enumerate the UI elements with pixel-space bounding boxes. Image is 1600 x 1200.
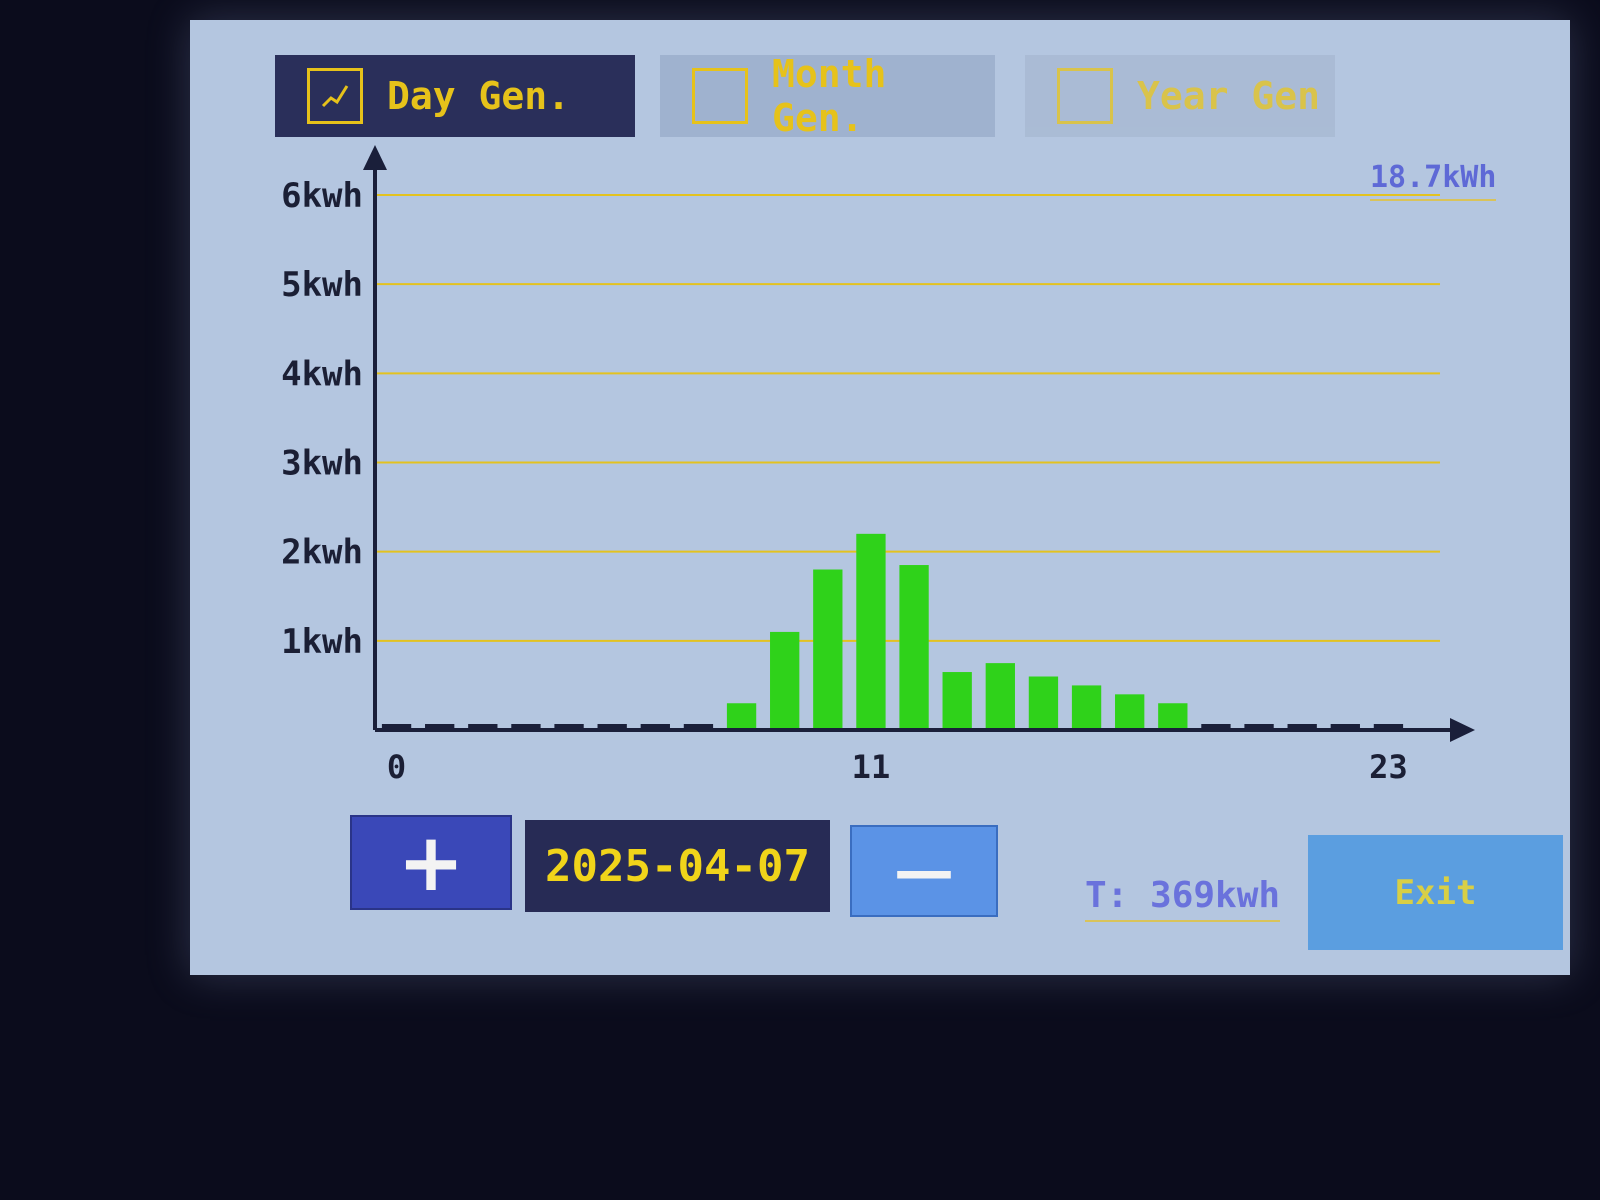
- tab-month-gen[interactable]: Month Gen.: [660, 52, 995, 140]
- x-tick-label: 23: [1369, 748, 1408, 786]
- bar-hour-19: [1201, 724, 1231, 730]
- checkbox-day-icon: [307, 68, 363, 124]
- bar-hour-4: [554, 724, 584, 730]
- day-generation-chart: 1kwh 2kwh 3kwh 4kwh 5kwh 6kwh 0 11 23: [281, 145, 1475, 786]
- date-display: 2025-04-07: [525, 820, 830, 912]
- axes: [363, 145, 1475, 742]
- bar-hour-11: [856, 533, 886, 730]
- tab-month-label: Month Gen.: [772, 52, 887, 140]
- y-tick-label: 4kwh: [281, 354, 363, 394]
- bar-hour-0: [381, 724, 412, 730]
- bar-hour-17: [1115, 694, 1145, 730]
- tab-year-label: Year Gen: [1137, 74, 1321, 118]
- x-tick-label: 11: [852, 748, 891, 786]
- bar-hour-15: [1028, 676, 1059, 730]
- tab-day-gen[interactable]: Day Gen.: [275, 55, 635, 137]
- tick-labels: 1kwh 2kwh 3kwh 4kwh 5kwh 6kwh 0 11 23: [281, 176, 1408, 786]
- bar-hour-13: [942, 672, 972, 730]
- bar-hour-21: [1287, 724, 1317, 730]
- x-axis-arrow-icon: [1450, 718, 1475, 742]
- x-tick-label: 0: [387, 748, 406, 786]
- y-tick-label: 5kwh: [281, 265, 363, 305]
- lifetime-total-value: T: 369kwh: [1085, 875, 1281, 922]
- bar-hour-6: [640, 724, 670, 730]
- bar-hour-7: [683, 724, 714, 730]
- bar-hour-3: [511, 724, 541, 730]
- bar-hour-5: [597, 724, 627, 730]
- bar-hour-9: [770, 631, 800, 730]
- previous-date-button[interactable]: —: [850, 825, 998, 917]
- y-tick-label: 1kwh: [281, 622, 363, 662]
- bar-hour-10: [813, 569, 843, 730]
- bar-hour-2: [468, 724, 498, 730]
- bar-hour-12: [899, 565, 929, 730]
- bar-hour-8: [726, 703, 757, 730]
- day-total-value: 18.7kWh: [1370, 160, 1497, 201]
- minus-icon: —: [894, 836, 954, 906]
- bar-hour-22: [1330, 724, 1360, 730]
- bar-hour-14: [985, 663, 1015, 730]
- bar-hour-20: [1244, 724, 1274, 730]
- y-tick-label: 6kwh: [281, 176, 363, 216]
- checkbox-month-icon: [692, 68, 748, 124]
- next-date-button[interactable]: +: [350, 815, 512, 910]
- y-tick-label: 3kwh: [281, 444, 363, 484]
- bar-hour-1: [425, 724, 455, 730]
- exit-button[interactable]: Exit: [1308, 835, 1563, 950]
- tab-year-gen[interactable]: Year Gen: [1025, 55, 1335, 137]
- display-screen: Day Gen. Month Gen. Year Gen 18.7kWh 1kw…: [190, 20, 1570, 975]
- tab-day-label: Day Gen.: [387, 74, 571, 118]
- bar-hour-23: [1373, 724, 1404, 730]
- y-axis-arrow-icon: [363, 145, 387, 170]
- bars: [381, 533, 1404, 730]
- checkbox-year-icon: [1057, 68, 1113, 124]
- plus-icon: +: [397, 815, 465, 909]
- bar-hour-18: [1158, 703, 1188, 730]
- y-tick-label: 2kwh: [281, 533, 363, 573]
- bar-hour-16: [1071, 685, 1102, 730]
